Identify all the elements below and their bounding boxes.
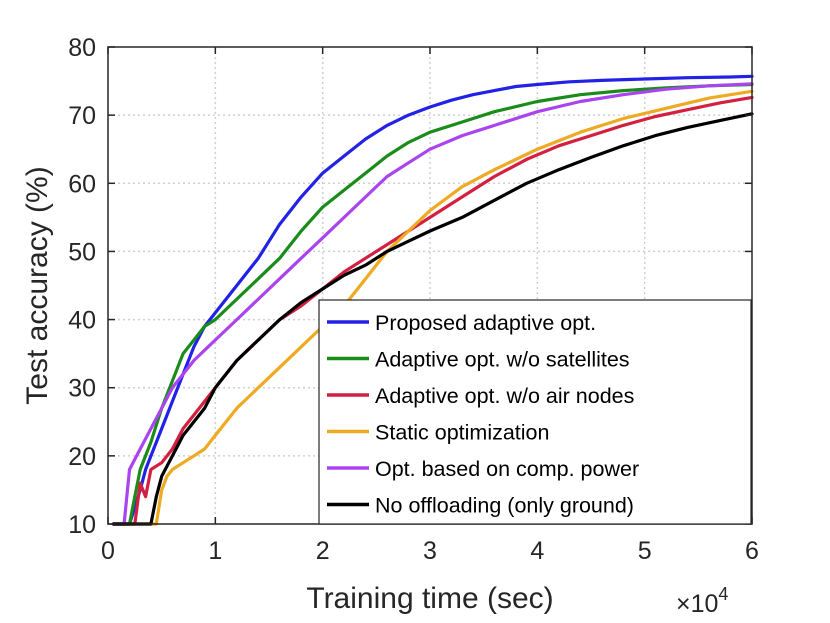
legend-label: Adaptive opt. w/o air nodes [375,384,634,408]
y-tick-label: 70 [68,102,96,130]
series-line-4 [111,89,754,526]
legend-label: Proposed adaptive opt. [375,311,596,335]
legend-label: No offloading (only ground) [375,494,634,518]
y-tick-labels: 10 20 30 40 50 60 70 80 [68,34,96,539]
x-tick-label: 5 [638,537,652,565]
series-line-2 [111,82,754,526]
y-tick-label: 80 [68,34,96,62]
y-tick-label: 40 [68,307,96,335]
legend: Proposed adaptive opt. Adaptive opt. w/o … [318,299,752,525]
y-tick-label: 60 [68,170,96,198]
legend-label: Static optimization [375,421,549,445]
x-tick-label: 2 [316,537,330,565]
y-tick-label: 20 [68,443,96,471]
x-tick-labels: 0 1 2 3 4 5 6 [101,537,759,565]
series-line-5 [111,82,754,526]
legend-label: Opt. based on comp. power [375,457,639,481]
legend-label: Adaptive opt. w/o satellites [375,348,630,372]
x-tick-label: 4 [530,537,544,565]
x-tick-label: 0 [101,537,115,565]
x-axis-label: Training time (sec) [306,582,553,615]
legend-box [318,299,752,525]
x-tick-label: 1 [208,537,222,565]
x-tick-label: 3 [423,537,437,565]
x-axis-exponent: ×104 [676,584,728,618]
x-exponent-base: ×10 [676,590,718,618]
series-line-1 [111,74,754,526]
y-tick-label: 30 [68,375,96,403]
x-tick-label: 6 [745,537,759,565]
y-axis-label: Test accuracy (%) [21,166,54,404]
y-tick-label: 10 [68,511,96,539]
series-line-6 [111,112,754,526]
y-tick-label: 50 [68,238,96,266]
x-exponent-power: 4 [718,584,728,604]
series-layer [111,74,754,526]
